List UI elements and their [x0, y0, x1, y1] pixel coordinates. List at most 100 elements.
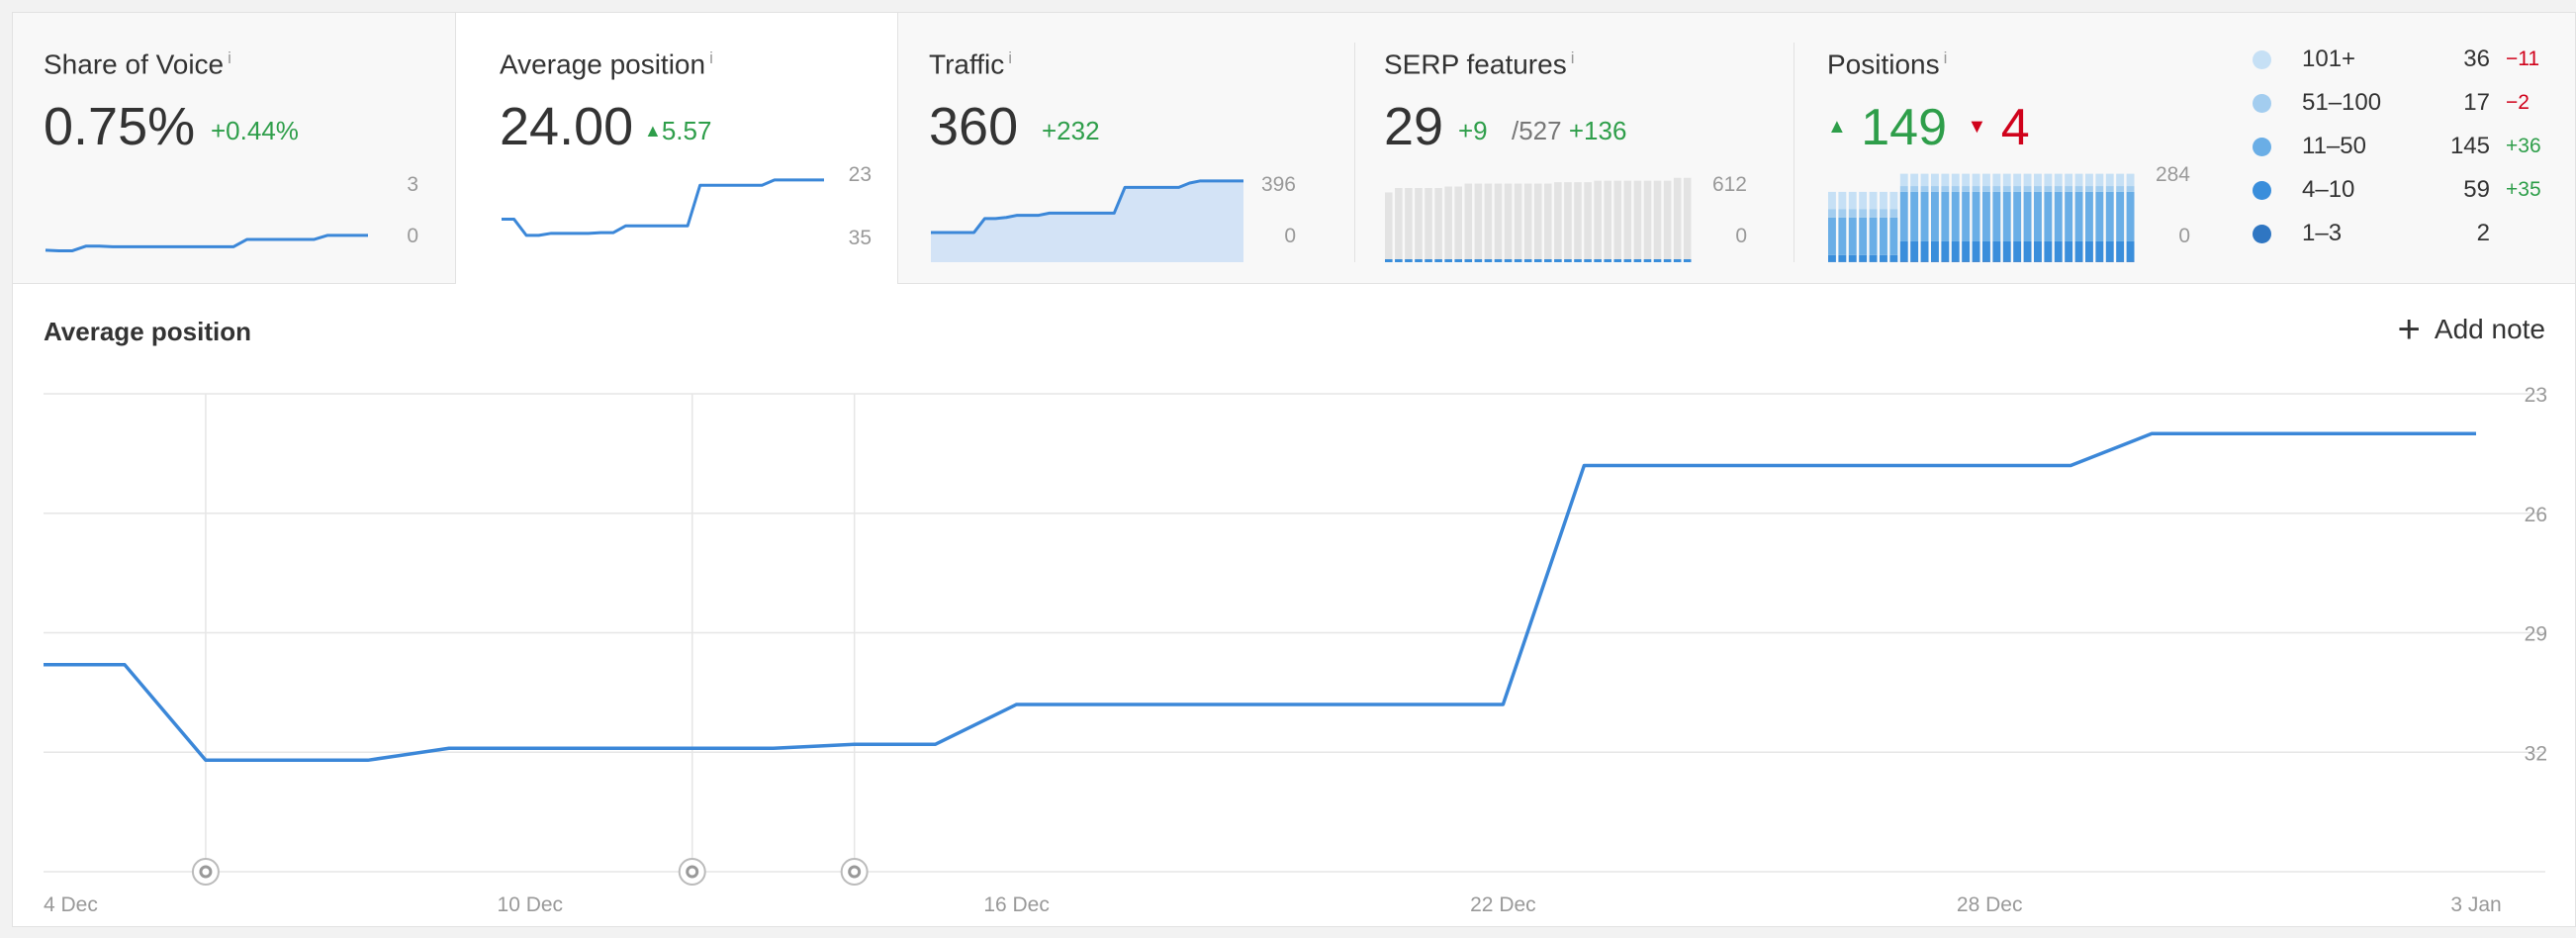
serp-total-bar [1604, 180, 1611, 262]
positions-stack-segment [2074, 191, 2083, 241]
annotation-gear-icon[interactable] [678, 858, 706, 886]
positions-stack-segment [1899, 191, 1908, 241]
positions-stack-segment [2074, 240, 2083, 262]
serp-total-bar [1564, 182, 1572, 262]
serp-feature-bar [1613, 259, 1622, 262]
positions-stack-segment [1992, 240, 2001, 262]
tab-traffic[interactable]: Traffic i 360 +232 396 0 [898, 13, 1354, 283]
positions-stack-segment [1910, 191, 1919, 241]
sparkline-line [931, 179, 1243, 234]
serp-feature-bar [1663, 259, 1672, 262]
positions-stack-segment [2023, 261, 2032, 262]
positions-stack-segment [2095, 173, 2104, 187]
serp-total-bar [1444, 186, 1452, 262]
serp-features-value: 29 [1384, 97, 1444, 156]
legend-delta: +36 [2506, 135, 2541, 157]
info-icon[interactable]: i [228, 48, 231, 67]
serp-total-bar [1385, 192, 1393, 262]
positions-stack-segment [1931, 186, 1939, 192]
tab-positions[interactable]: Positions i ▲ 149 ▼ 4 284 0 [1794, 13, 2575, 283]
annotation-gear-icon[interactable] [840, 858, 869, 886]
serp-features-sparkline [1385, 177, 1692, 262]
serp-total-bar [1544, 183, 1552, 262]
triangle-down-icon: ▼ [1967, 116, 1987, 138]
serp-total-bar [1533, 183, 1542, 262]
sparkline-axis-bottom: 0 [407, 225, 418, 247]
serp-total-bar [1514, 183, 1522, 262]
info-icon[interactable]: i [1943, 48, 1948, 67]
positions-stack-segment [2034, 191, 2042, 241]
positions-stack-segment [2126, 186, 2135, 192]
positions-stack-segment [1972, 240, 1980, 262]
info-icon[interactable]: i [1008, 48, 1013, 67]
serp-feature-bar [1523, 259, 1532, 262]
positions-stack-segment [1920, 240, 1929, 262]
positions-stack-segment [1859, 254, 1868, 262]
average-position-delta: ▲5.57 [644, 116, 711, 146]
positions-stack-segment [2054, 173, 2063, 187]
positions-stack-segment [1920, 186, 1929, 192]
plus-icon: + [2397, 308, 2421, 351]
positions-stack-segment [2023, 173, 2032, 187]
positions-stack-segment [1838, 254, 1847, 262]
positions-stack-segment [2116, 240, 2125, 262]
annotation-gear-icon[interactable] [191, 858, 220, 886]
positions-stack-segment [1828, 254, 1836, 262]
traffic-sparkline [931, 179, 1243, 262]
serp-total-bar [1633, 180, 1642, 262]
positions-stack-segment [1992, 261, 2001, 262]
tab-title: SERP features i [1384, 48, 1574, 80]
traffic-value: 360 [929, 97, 1019, 156]
tab-title-text: Average position [500, 48, 706, 80]
tab-title-text: Traffic [929, 48, 1005, 80]
positions-stack-segment [1899, 240, 1908, 262]
tab-average-position[interactable]: Average position i 24.00 ▲5.57 23 35 [455, 13, 898, 284]
average-position-sparkline [502, 178, 824, 237]
positions-stack-segment [1931, 191, 1939, 241]
tab-title-text: SERP features [1384, 48, 1567, 80]
positions-stack-segment [2044, 186, 2053, 192]
positions-stack-segment [2105, 191, 2114, 241]
positions-stack-segment [1859, 191, 1868, 210]
positions-stack-segment [2085, 240, 2093, 262]
tab-serp-features[interactable]: SERP features i 29 +9 /527 +136 612 0 [1355, 13, 1794, 283]
positions-stack-segment [2126, 191, 2135, 241]
positions-stack-segment [1972, 261, 1980, 262]
positions-stack-segment [1880, 217, 1887, 255]
serp-feature-bar [1385, 259, 1393, 262]
positions-stack-segment [2085, 191, 2093, 241]
info-icon[interactable]: i [709, 48, 713, 67]
legend-count: 36 [2463, 46, 2490, 72]
tab-share-of-voice[interactable]: Share of Voice i 0.75% +0.44% 3 0 [13, 13, 455, 283]
average-position-delta-value: 5.57 [661, 116, 712, 145]
serp-feature-bar [1405, 259, 1413, 262]
legend-dot [2253, 138, 2271, 156]
positions-stack-segment [2034, 240, 2042, 262]
serp-feature-bar [1574, 259, 1582, 262]
legend-dot [2253, 225, 2271, 243]
serp-feature-bar [1564, 259, 1572, 262]
positions-stack-segment [1941, 173, 1950, 187]
positions-stack-segment [2074, 173, 2083, 187]
positions-up-value: 149 [1861, 99, 1948, 156]
positions-stack-segment [2023, 186, 2032, 192]
triangle-up-icon: ▲ [1827, 116, 1847, 138]
positions-stack-segment [1982, 191, 1990, 241]
add-note-button[interactable]: + Add note [2397, 308, 2545, 351]
serp-total-bar [1594, 180, 1602, 262]
positions-stack-segment [2054, 191, 2063, 241]
sparkline-axis-top: 3 [407, 173, 418, 196]
positions-stack-segment [1859, 209, 1868, 218]
serp-total-bar [1574, 182, 1582, 262]
legend-count: 59 [2463, 176, 2490, 203]
positions-stack-segment [2105, 240, 2114, 262]
serp-total-bar [1673, 177, 1682, 262]
y-tick-label: 26 [2525, 504, 2547, 526]
positions-stack-segment [2054, 186, 2063, 192]
positions-stack-segment [2065, 186, 2073, 192]
info-icon[interactable]: i [1570, 48, 1575, 67]
positions-stack-segment [1828, 209, 1836, 218]
positions-stack-segment [1889, 191, 1898, 210]
serp-total-bar [1613, 180, 1622, 262]
serp-feature-bar [1533, 259, 1542, 262]
